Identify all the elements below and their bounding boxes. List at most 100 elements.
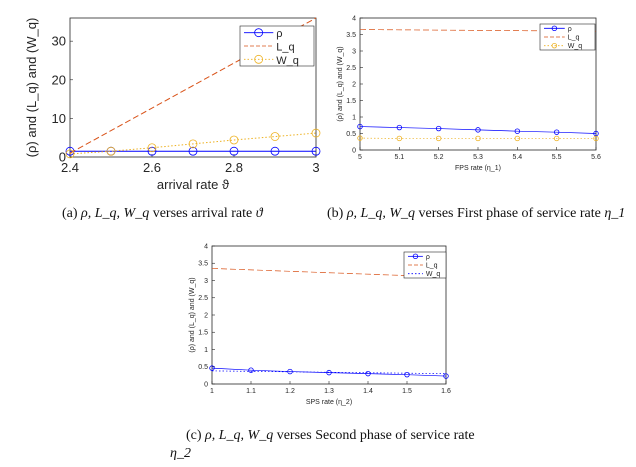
y-tick-label: 4 <box>352 15 356 22</box>
series-line-3 <box>69 132 317 155</box>
x-tick-label: 1.3 <box>324 388 334 395</box>
y-tick-label: 3 <box>204 278 208 285</box>
data-point <box>248 367 254 373</box>
legend-marker <box>254 54 264 64</box>
data-point <box>357 123 363 130</box>
data-point <box>229 135 239 145</box>
data-point <box>65 149 75 159</box>
legend-label: ρ <box>568 26 572 33</box>
data-point <box>396 135 403 142</box>
y-tick-label: 0.5 <box>198 364 208 371</box>
data-point <box>435 135 442 142</box>
caption-a: (a) ρ, L_q, W_q verses arrival rate ϑ <box>62 206 263 221</box>
y-axis-label: (ρ) and (L_q) and (W_q) <box>24 18 39 158</box>
data-point <box>475 135 481 142</box>
legend-label: L_q <box>426 262 438 269</box>
caption-b-math: ρ, L_q, W_q <box>346 206 415 221</box>
legend-label: L_q <box>276 42 294 54</box>
x-tick-label: 1.2 <box>285 388 295 395</box>
data-point <box>147 143 157 153</box>
data-point <box>404 371 410 378</box>
y-tick-label: 1 <box>352 114 356 121</box>
y-tick-label: 2.5 <box>198 295 208 302</box>
series-line-3 <box>211 370 447 374</box>
y-tick-label: 0 <box>59 150 66 165</box>
data-point <box>553 135 560 142</box>
data-point <box>443 373 449 379</box>
y-tick-label: 3 <box>352 48 356 55</box>
legend-label: ρ <box>426 254 430 261</box>
x-tick-label: 5.3 <box>473 154 483 161</box>
chart-b: 5 5.1 5.2 5.3 5.4 5.5 5.6 0 0.5 1 1.5 2 2.5 3 3.5 4 FPS … <box>337 15 601 172</box>
y-axis-label: (ρ) and (L_q) and (W_q) <box>189 277 196 352</box>
legend-marker <box>551 42 558 49</box>
x-tick-label: 1.6 <box>441 388 451 395</box>
y-tick-label: 3.5 <box>346 32 356 39</box>
data-point <box>311 128 321 138</box>
data-point <box>106 146 116 156</box>
x-tick-label: 2.6 <box>143 160 161 175</box>
data-point <box>435 125 442 132</box>
x-tick-label: 1.5 <box>402 388 412 395</box>
x-axis-label: FPS rate (η_1) <box>455 165 501 172</box>
x-tick-label: 5.5 <box>552 154 562 161</box>
data-point <box>475 127 481 133</box>
data-point <box>188 146 198 156</box>
x-tick-label: 2.4 <box>61 160 79 175</box>
y-tick-label: 4 <box>204 243 208 250</box>
x-tick-label: 1.1 <box>246 388 256 395</box>
data-point <box>365 370 371 377</box>
data-point <box>357 135 363 141</box>
x-tick-label: 5.1 <box>394 154 404 161</box>
data-point <box>188 139 198 149</box>
y-tick-label: 20 <box>52 72 66 87</box>
y-tick-label: 3.5 <box>198 261 208 268</box>
data-point <box>287 368 293 375</box>
x-axis-label: arrival rate ϑ <box>157 177 230 192</box>
series-line-1 <box>211 367 447 377</box>
series-line-2 <box>69 17 317 154</box>
y-tick-label: 2.5 <box>346 65 356 72</box>
caption-c-symbol-line: η_2 <box>170 446 191 461</box>
y-tick-label: 10 <box>52 111 66 126</box>
y-axis-label: (ρ) and (L_q) and (W_q) <box>337 46 344 121</box>
legend-marker <box>254 28 264 38</box>
x-tick-label: 1 <box>210 388 214 395</box>
legend-label: ρ <box>276 28 282 40</box>
data-point <box>514 135 521 142</box>
legend-label: W_q <box>426 271 441 278</box>
caption-c-math: ρ, L_q, W_q <box>205 428 274 443</box>
x-tick-label: 5.6 <box>591 154 601 161</box>
legend-label: L_q <box>568 34 580 41</box>
data-point <box>311 146 321 156</box>
legend-marker <box>551 25 558 32</box>
data-point <box>270 132 280 141</box>
data-point <box>396 124 403 131</box>
y-tick-label: 1.5 <box>198 330 208 337</box>
data-point <box>593 135 599 142</box>
caption-a-math: ρ, L_q, W_q <box>81 206 150 221</box>
caption-b: (b) ρ, L_q, W_q verses First phase of se… <box>327 206 626 221</box>
x-tick-label: 5 <box>358 154 362 161</box>
x-tick-label: 5.4 <box>512 154 522 161</box>
x-tick-label: 2.8 <box>225 160 243 175</box>
series-line-2 <box>211 268 447 278</box>
y-tick-label: 2 <box>204 312 208 319</box>
legend-marker <box>412 253 419 260</box>
data-point <box>229 146 239 156</box>
caption-c: (c) ρ, L_q, W_q verses Second phase of s… <box>186 428 475 443</box>
y-tick-label: 0.5 <box>346 131 356 138</box>
x-tick-label: 5.2 <box>434 154 444 161</box>
series-line-1 <box>359 126 597 134</box>
y-tick-label: 1 <box>204 347 208 354</box>
series-line-2 <box>359 29 597 32</box>
x-tick-label: 1.4 <box>363 388 373 395</box>
legend-label: W_q <box>276 55 299 67</box>
y-tick-label: 2 <box>352 81 356 88</box>
y-tick-label: 1.5 <box>346 98 356 105</box>
x-tick-label: 3 <box>312 160 319 175</box>
y-tick-label: 0 <box>352 147 356 154</box>
data-point <box>270 146 280 156</box>
x-axis-label: SPS rate (η_2) <box>306 399 352 406</box>
